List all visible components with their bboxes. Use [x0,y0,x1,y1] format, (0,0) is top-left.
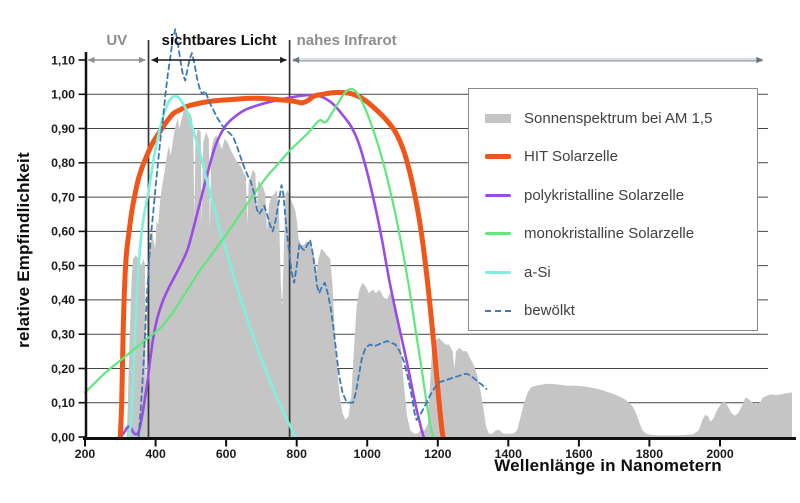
legend-label: bewölkt [524,302,575,320]
legend-item: monokristalline Solarzelle [485,215,757,254]
legend-swatch-monocrystalline [485,232,511,236]
series-hit [117,89,446,440]
legend-item: HIT Solarzelle [485,138,757,177]
y-tick-label: 0,00 [51,430,75,444]
x-tick-label: 1200 [424,447,452,461]
series-a_si [127,94,298,439]
legend-label: monokristalline Solarzelle [524,225,695,243]
y-tick-label: 0,30 [51,328,75,342]
x-tick-label: 1600 [565,447,593,461]
legend-label: a-Si [524,263,551,281]
x-tick-label: 400 [145,447,166,461]
legend-swatch-hit-cell [485,154,511,160]
legend: Sonnenspektrum bei AM 1,5 HIT Solarzelle… [468,88,758,331]
series-monokristallin [83,87,435,439]
legend-item: bewölkt [485,292,757,331]
x-tick-label: 1400 [495,447,523,461]
y-tick-label: 0,60 [51,225,75,239]
x-tick-label: 1800 [636,447,664,461]
y-tick-label: 0,40 [51,293,75,307]
legend-swatch-polycrystalline [485,193,511,197]
axes: 0,00 0,10 0,20 0,30 0,40 0,50 0,60 0,70 0,80 0,90… [51,52,796,461]
legend-label: polykristalline Solarzelle [524,186,685,204]
legend-swatch-cloudy [485,309,511,312]
y-tick-label: 0,70 [51,190,75,204]
x-tick-label: 800 [286,447,307,461]
region-label-uv: UV [106,32,128,49]
y-tick-label: 0,90 [51,122,75,136]
y-axis-title: relative Empfindlichkeit [14,152,33,348]
y-tick-label: 0,80 [51,156,75,170]
series-sonnenspektrum [126,108,793,437]
y-tick-label: 1,10 [51,53,75,67]
legend-item: Sonnenspektrum bei AM 1,5 [485,99,757,138]
series-bewoelkt [137,28,488,438]
legend-swatch-a-si [485,270,511,274]
x-tick-label: 2000 [706,447,734,461]
x-axis-title: Wellenlänge in Nanometern [494,456,722,475]
x-tick-label: 1000 [354,447,382,461]
x-tick-label: 600 [216,447,237,461]
y-tick-label: 0,20 [51,362,75,376]
region-label-near-infrared: nahes Infrarot [296,32,397,49]
y-tick-label: 0,10 [51,396,75,410]
legend-item: polykristalline Solarzelle [485,176,757,215]
y-tick-label: 0,50 [51,259,75,273]
legend-item: a-Si [485,253,757,292]
legend-label: HIT Solarzelle [524,148,618,166]
x-tick-label: 200 [75,447,96,461]
legend-label: Sonnenspektrum bei AM 1,5 [524,109,713,127]
series-polykristallin [120,93,425,439]
legend-swatch-solar-spectrum [485,113,511,123]
region-arrows [88,56,763,64]
region-label-visible-light: sichtbares Licht [161,32,277,49]
y-tick-label: 1,00 [51,88,75,102]
